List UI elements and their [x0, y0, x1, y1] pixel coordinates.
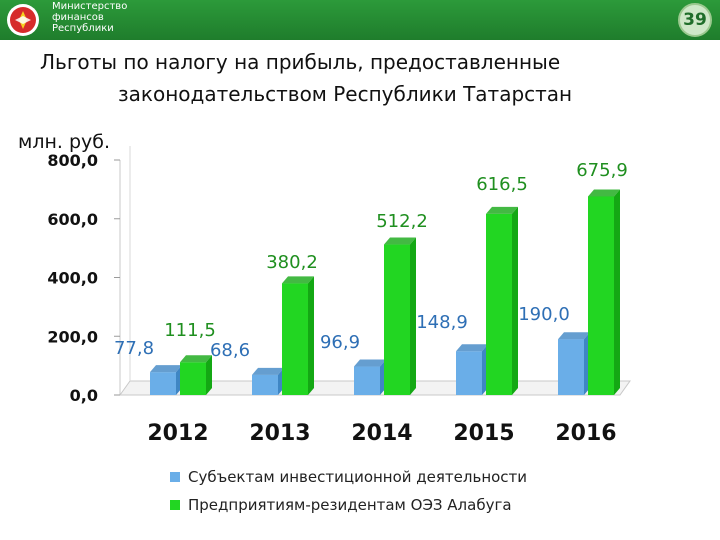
legend-swatch-green: [170, 500, 180, 510]
y-tick-label: 0,0: [70, 386, 98, 405]
bar-top: [252, 367, 284, 375]
ministry-line: Республики: [52, 23, 114, 34]
bar-top: [180, 355, 212, 363]
coat-of-arms-logo: [7, 4, 39, 36]
page-number: 39: [678, 3, 712, 37]
bar-front: [282, 283, 308, 395]
bar-top: [588, 189, 620, 197]
data-label: 148,9: [416, 312, 468, 333]
ministry-name: Министерство финансов Республики: [52, 1, 127, 34]
y-tick-label: 600,0: [47, 210, 98, 229]
bar-front: [588, 196, 614, 395]
data-label: 675,9: [576, 160, 628, 181]
data-label: 96,9: [320, 332, 360, 353]
bar-front: [150, 372, 176, 395]
x-tick-label: 2014: [351, 421, 412, 446]
ministry-line: финансов: [52, 12, 104, 23]
bar-front: [456, 351, 482, 395]
legend-swatch-blue: [170, 472, 180, 482]
bar-top: [150, 365, 182, 373]
x-tick-label: 2015: [453, 421, 514, 446]
legend-item: Предприятиям-резидентам ОЭЗ Алабуга: [170, 494, 527, 516]
data-label: 68,6: [210, 340, 250, 361]
bar-top: [354, 359, 386, 367]
y-tick-label: 400,0: [47, 269, 98, 288]
data-label: 616,5: [476, 174, 528, 195]
header-bar: Министерство финансов Республики 39: [0, 0, 720, 40]
x-tick-label: 2013: [249, 421, 310, 446]
data-label: 512,2: [376, 211, 428, 232]
title-line: Льготы по налогу на прибыль, предоставле…: [40, 50, 561, 74]
ministry-line: Министерство: [52, 1, 128, 12]
data-label: 380,2: [266, 252, 318, 273]
bar-front: [180, 362, 206, 395]
chart-legend: Субъектам инвестиционной деятельности Пр…: [170, 466, 527, 522]
data-label: 111,5: [164, 320, 216, 341]
y-tick-label: 800,0: [47, 151, 98, 170]
bar-front: [354, 366, 380, 395]
bar-front: [252, 374, 278, 395]
x-tick-label: 2016: [555, 421, 616, 446]
slide-title: Льготы по налогу на прибыль, предоставле…: [40, 46, 700, 110]
bar-top: [384, 237, 416, 245]
legend-label: Субъектам инвестиционной деятельности: [188, 468, 528, 486]
data-label: 190,0: [518, 304, 570, 325]
x-tick-label: 2012: [147, 421, 208, 446]
bar-side: [308, 276, 314, 395]
bar-top: [486, 206, 518, 214]
bar-side: [512, 206, 518, 395]
y-tick-label: 200,0: [47, 327, 98, 346]
legend-label: Предприятиям-резидентам ОЭЗ Алабуга: [188, 496, 512, 514]
legend-item: Субъектам инвестиционной деятельности: [170, 466, 527, 488]
title-line: законодательством Республики Татарстан: [118, 82, 573, 106]
bar-top: [282, 276, 314, 284]
bar-front: [486, 213, 512, 395]
data-label: 77,8: [114, 338, 154, 359]
bar-side: [206, 355, 212, 395]
bar-side: [614, 189, 620, 395]
bar-side: [410, 237, 416, 395]
bar-top: [558, 332, 590, 340]
y-axis-label: млн. руб.: [18, 131, 110, 153]
bar-front: [384, 244, 410, 395]
bar-top: [456, 344, 488, 352]
bar-front: [558, 339, 584, 395]
